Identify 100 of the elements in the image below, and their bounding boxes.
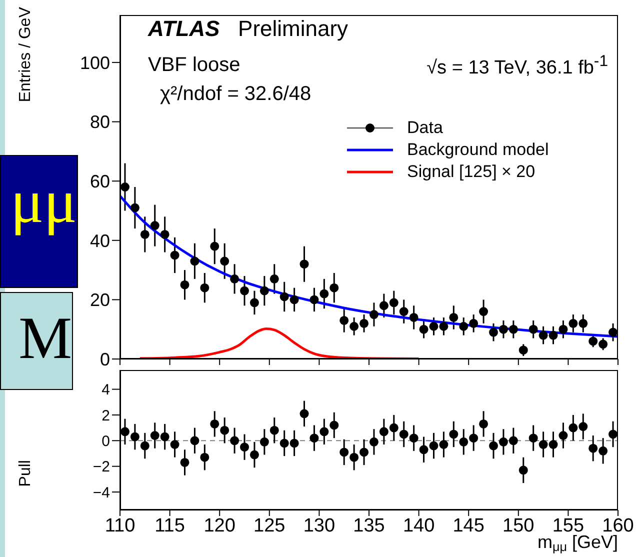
x-tick-label: 130 — [303, 515, 336, 536]
x-tick-label: 135 — [353, 515, 385, 536]
point — [280, 438, 289, 448]
point — [140, 441, 150, 450]
point — [419, 445, 428, 454]
point — [240, 286, 249, 296]
point — [498, 437, 508, 446]
point — [399, 430, 408, 439]
point — [290, 295, 299, 304]
point — [568, 423, 578, 432]
point — [130, 432, 140, 442]
point — [558, 324, 568, 334]
point — [548, 330, 558, 340]
point — [429, 441, 438, 450]
point — [369, 310, 378, 320]
point — [310, 295, 319, 304]
point — [130, 203, 140, 212]
point — [409, 434, 418, 443]
point — [598, 340, 608, 349]
point — [190, 436, 200, 446]
y-tick-label: −2 — [92, 458, 110, 476]
point — [379, 427, 388, 436]
point — [150, 431, 160, 440]
y-tick-label: 80 — [90, 112, 110, 132]
y-tick-label: 60 — [90, 171, 110, 192]
point — [230, 436, 240, 446]
annotation: VBF loose — [148, 53, 240, 78]
point — [449, 312, 458, 322]
x-tick-label: 115 — [154, 515, 185, 536]
y-tick-label: −4 — [92, 484, 110, 502]
point — [280, 292, 289, 302]
point — [290, 438, 299, 448]
point — [350, 322, 359, 331]
annotation: √s = 13 TeV, 36.1 fb$^{-1}$ — [426, 52, 608, 80]
point — [369, 437, 378, 446]
legend-label: Background model — [407, 140, 549, 160]
point — [608, 430, 618, 439]
point — [170, 250, 180, 260]
point — [220, 426, 230, 435]
point — [250, 298, 259, 308]
point — [260, 286, 269, 296]
point — [518, 466, 528, 475]
x-tick-label: 110 — [104, 515, 136, 536]
point — [518, 346, 528, 355]
line-series — [138, 328, 420, 359]
y-axis-title: Pull — [17, 460, 34, 487]
y-tick-label: 40 — [90, 230, 110, 251]
point — [479, 307, 488, 316]
point — [489, 441, 498, 450]
point — [150, 221, 160, 230]
point — [419, 324, 428, 334]
point — [389, 298, 398, 308]
point — [389, 423, 398, 432]
point — [160, 230, 170, 239]
point — [310, 434, 319, 443]
point — [340, 448, 349, 457]
x-tick-label: 150 — [502, 515, 534, 536]
y-tick-label: 0 — [102, 432, 110, 450]
point — [459, 437, 468, 446]
point — [558, 431, 568, 440]
point — [140, 230, 150, 239]
point — [588, 336, 598, 346]
x-tick-label: 140 — [402, 515, 435, 536]
point — [479, 419, 488, 428]
point — [270, 426, 279, 435]
y-tick-label: 0 — [100, 349, 110, 370]
point — [548, 440, 558, 449]
point — [180, 280, 190, 290]
point — [498, 324, 508, 334]
point — [300, 409, 309, 418]
point — [230, 274, 240, 284]
y-axis-title: Entries / GeV — [17, 6, 34, 102]
point — [340, 316, 349, 325]
point — [210, 242, 220, 251]
point — [200, 283, 210, 292]
point — [330, 420, 339, 430]
point — [449, 430, 458, 439]
point — [180, 458, 190, 467]
y-tick-label: 100 — [80, 52, 110, 73]
point — [508, 324, 518, 334]
y-tick-label: 4 — [102, 382, 110, 399]
point — [190, 256, 200, 266]
point — [538, 440, 548, 449]
text: M — [0, 292, 73, 390]
point — [399, 307, 408, 316]
chart-title: ATLAS Preliminary — [148, 16, 348, 42]
point — [270, 274, 279, 284]
point — [200, 452, 210, 462]
point — [260, 437, 269, 446]
point — [528, 434, 538, 443]
point — [459, 322, 468, 331]
point — [588, 444, 598, 453]
point — [439, 440, 448, 449]
point — [360, 318, 369, 328]
point — [608, 328, 618, 337]
point — [489, 328, 498, 337]
point — [469, 318, 478, 328]
point — [350, 452, 359, 462]
text: μμ — [0, 155, 78, 288]
point — [568, 318, 578, 328]
